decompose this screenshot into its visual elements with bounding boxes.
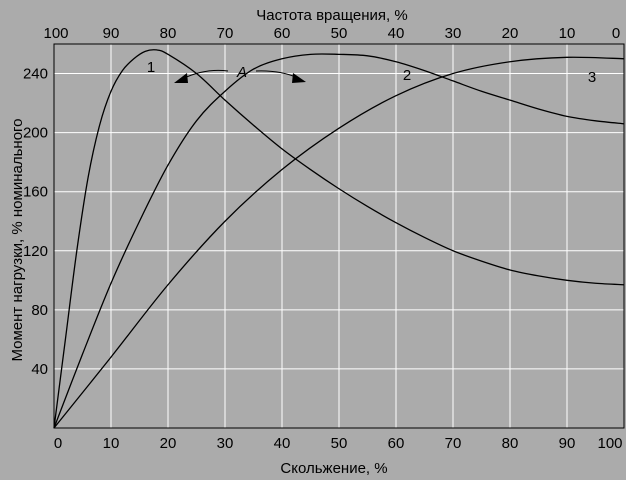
annotation-arrowhead-left <box>174 73 188 83</box>
series-label-1: 1 <box>147 59 155 76</box>
x-tick-label: 70 <box>445 435 462 452</box>
annotation-arrowhead-right <box>292 73 306 83</box>
y-tick-label: 80 <box>31 302 48 319</box>
x-tick-label: 30 <box>217 435 234 452</box>
y-tick-label: 240 <box>23 66 48 83</box>
x-tick-label: 20 <box>160 435 177 452</box>
x-tick-label: 90 <box>559 435 576 452</box>
x-tick-label: 10 <box>103 435 120 452</box>
series-label-3: 3 <box>588 69 596 86</box>
x2-tick-label: 50 <box>331 25 348 42</box>
x-tick-label: 0 <box>54 435 62 452</box>
x-tick-label: 100 <box>597 435 622 452</box>
x2-tick-label: 90 <box>103 25 120 42</box>
series-line-2 <box>53 53 625 429</box>
annotation-label: A <box>236 64 247 81</box>
y-tick-label: 160 <box>23 184 48 201</box>
y-tick-label: 40 <box>31 361 48 378</box>
x-tick-label: 50 <box>331 435 348 452</box>
x-tick-label: 80 <box>502 435 519 452</box>
grid <box>54 44 624 428</box>
x2-axis-title: Частота вращения, % <box>256 7 407 24</box>
x2-tick-label: 30 <box>445 25 462 42</box>
x2-tick-label: 70 <box>217 25 234 42</box>
x-axis-title: Скольжение, % <box>280 460 387 477</box>
annotation-arrow-left <box>181 69 229 80</box>
x-tick-label: 40 <box>274 435 291 452</box>
x2-tick-label: 40 <box>388 25 405 42</box>
x2-tick-label: 100 <box>43 25 68 42</box>
x2-tick-label: 80 <box>160 25 177 42</box>
x-tick-label: 60 <box>388 435 405 452</box>
annotation-arrow-right <box>255 70 299 79</box>
x2-tick-label: 20 <box>502 25 519 42</box>
y-tick-label: 200 <box>23 125 48 142</box>
y-axis-title: Момент нагрузки, % номинального <box>9 118 26 361</box>
annotation: A <box>174 64 306 83</box>
series-line-1 <box>53 49 625 429</box>
series-label-2: 2 <box>403 67 411 84</box>
x2-tick-label: 60 <box>274 25 291 42</box>
x2-tick-label: 0 <box>612 25 620 42</box>
series-line-3 <box>53 56 625 429</box>
plot-frame <box>53 43 625 429</box>
x2-tick-label: 10 <box>559 25 576 42</box>
y-tick-label: 120 <box>23 243 48 260</box>
curves: 1 2 3 <box>53 49 625 429</box>
